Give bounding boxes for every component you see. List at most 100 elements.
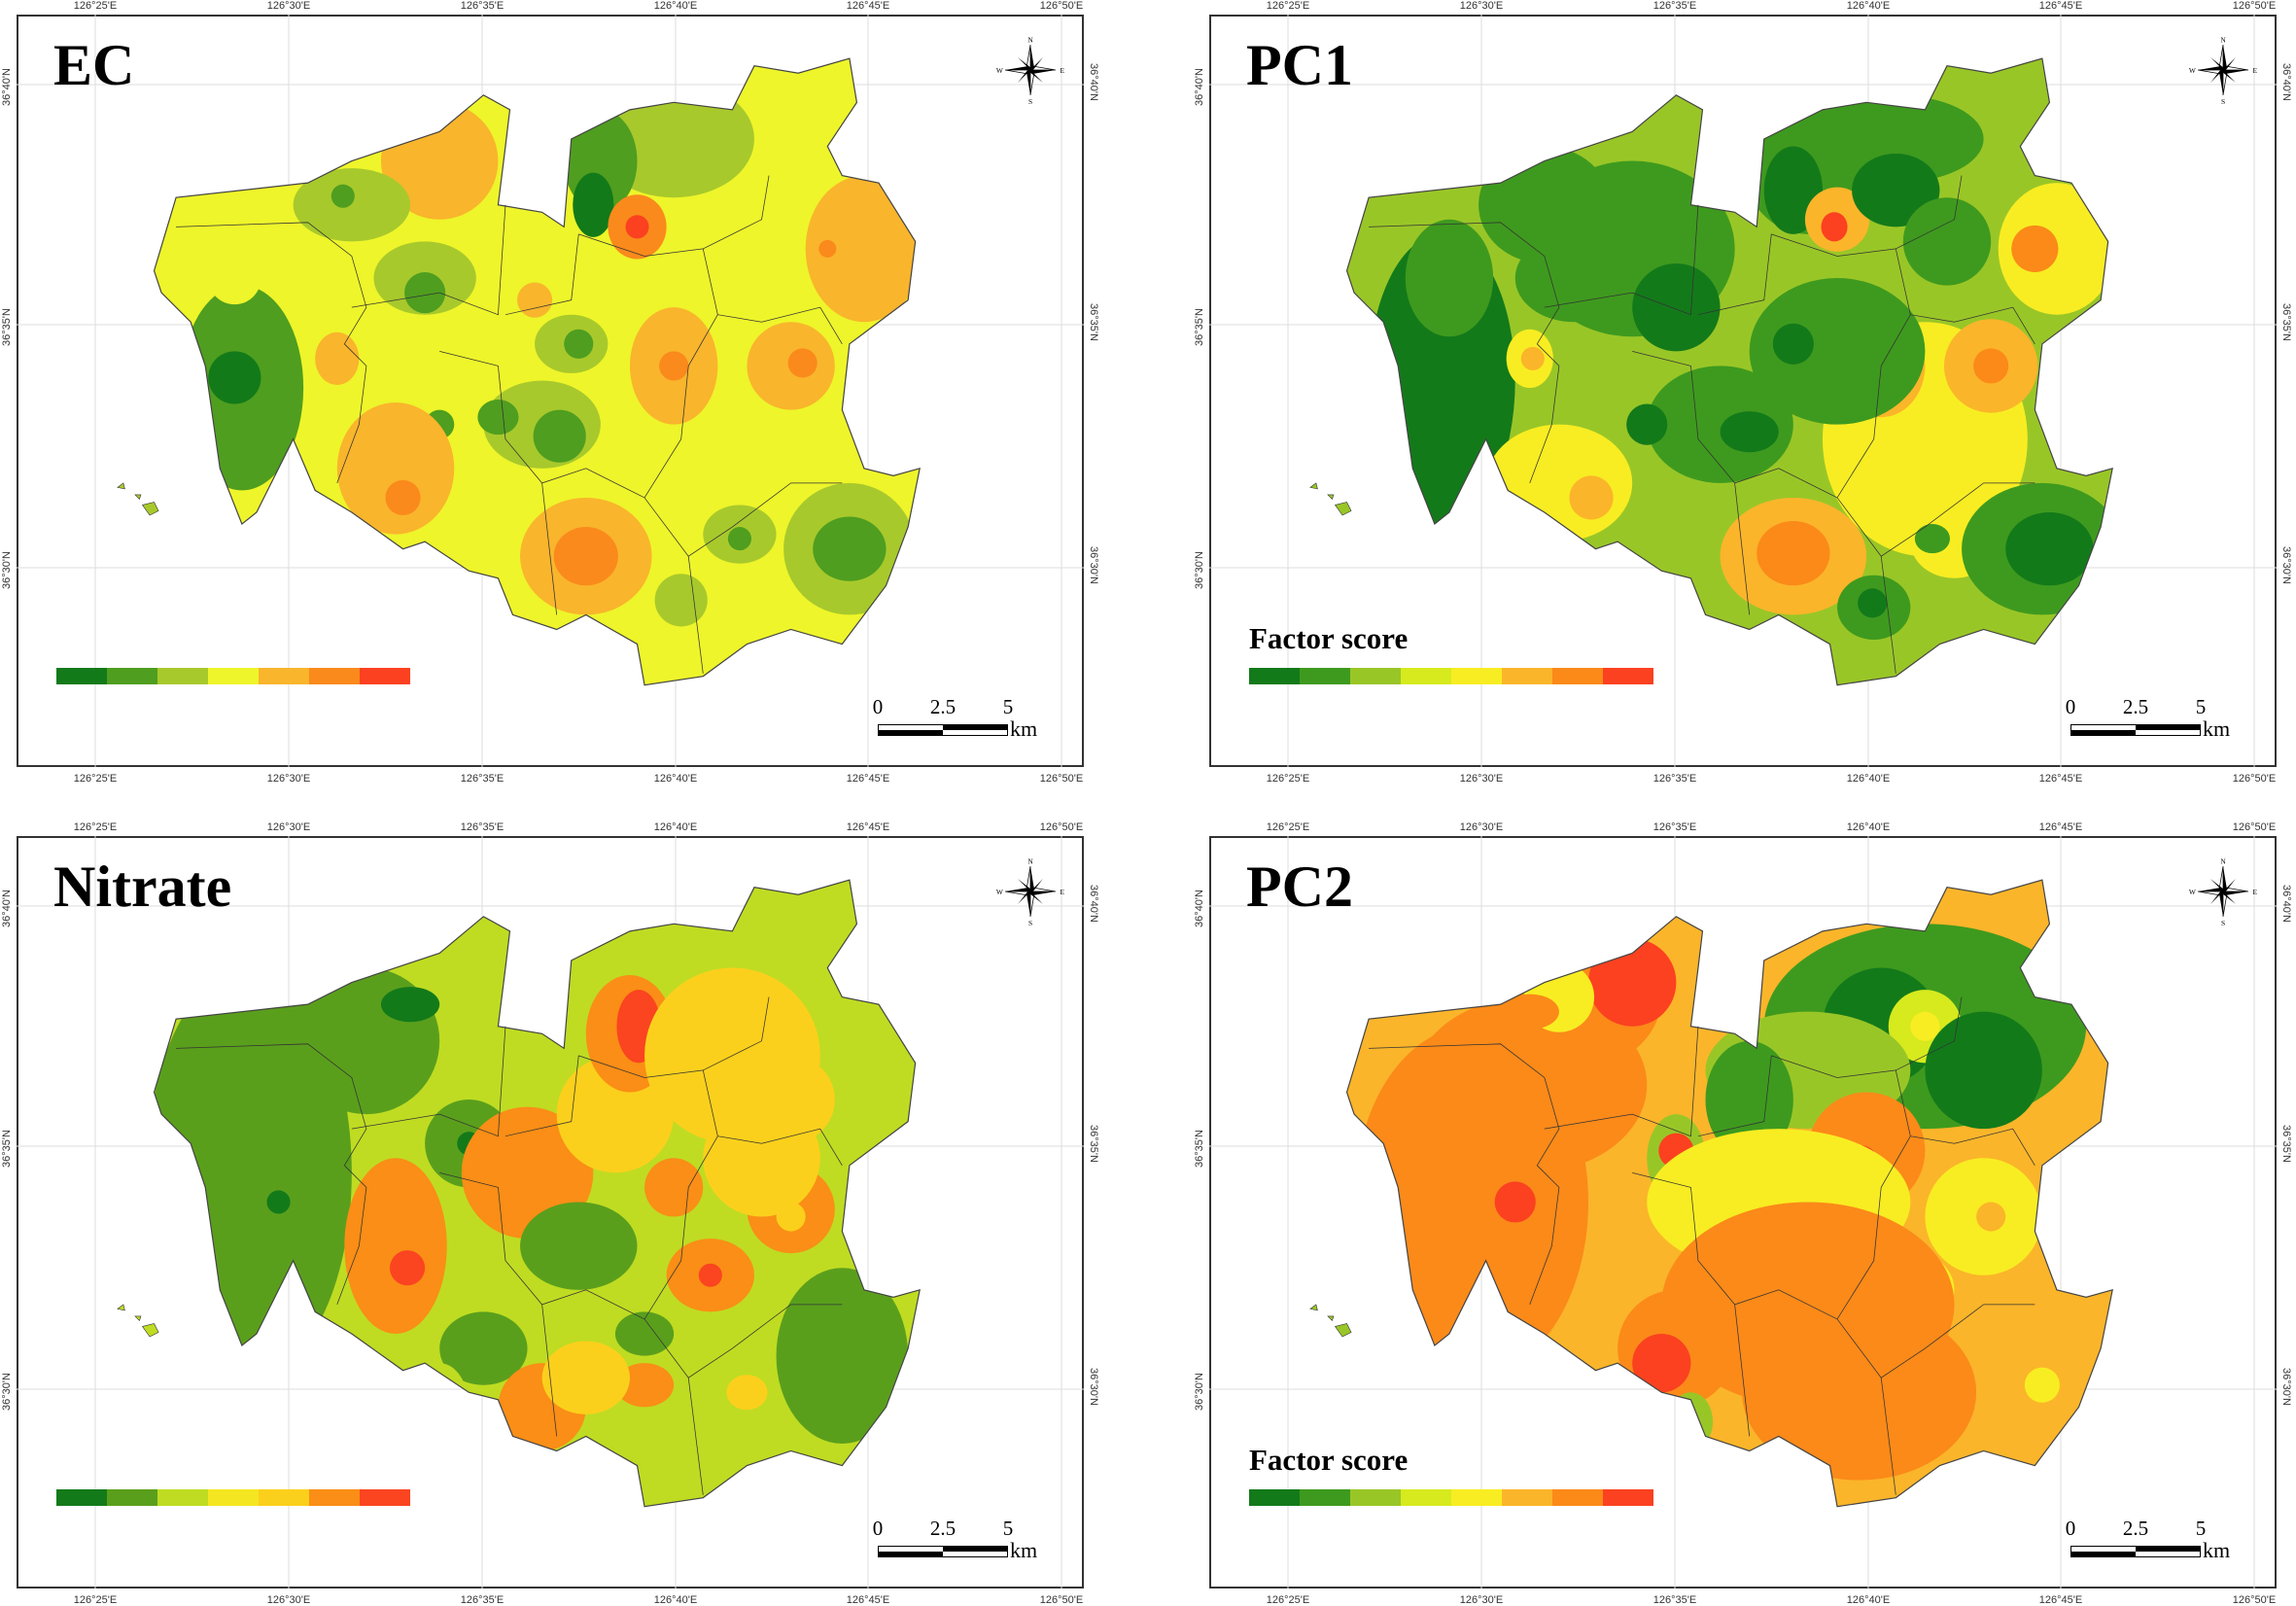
- lat-tick-left: 36°35'N: [1, 1130, 13, 1168]
- legend-swatch: [1350, 668, 1401, 684]
- legend-title: Factor score: [1249, 1443, 1409, 1477]
- contour-zone: [727, 527, 751, 551]
- lon-tick-top: 126°50'E: [1039, 0, 1084, 12]
- map-panel-pc1: PC1 N S E W Factor score 0 2.5 5 km 126°…: [1194, 0, 2292, 785]
- lon-tick-top: 126°50'E: [2232, 0, 2277, 12]
- study-area-boundary: [153, 879, 921, 1508]
- compass-s: S: [2221, 97, 2225, 106]
- contour-zone: [293, 168, 411, 242]
- scale-label: 5: [2195, 1517, 2207, 1540]
- compass-n: N: [1027, 856, 1033, 865]
- contour-zone: [1742, 1304, 1977, 1481]
- contour-zone: [787, 348, 818, 378]
- compass-rose-icon: N S E W: [996, 35, 1065, 106]
- scale-unit: km: [2203, 716, 2231, 741]
- district-boundary: [1734, 1304, 1751, 1437]
- contour-zone: [698, 1263, 722, 1287]
- contour-zone: [644, 1158, 704, 1217]
- district-boundary: [1734, 482, 1751, 615]
- lon-tick-bottom: 126°35'E: [460, 773, 504, 785]
- district-boundary: [504, 233, 579, 316]
- district-boundary: [1836, 482, 2035, 557]
- contour-zone: [703, 1100, 820, 1217]
- lon-tick-bottom: 126°50'E: [1039, 1594, 1084, 1606]
- contour-zone: [1772, 323, 1814, 365]
- district-boundary: [1880, 556, 1896, 674]
- lat-tick-left: 36°40'N: [1, 68, 13, 106]
- lon-tick-bottom: 126°40'E: [653, 1594, 698, 1606]
- district-boundary: [1895, 1069, 2035, 1167]
- lon-tick-bottom: 126°25'E: [1266, 1594, 1310, 1606]
- lon-tick-bottom: 126°35'E: [460, 1594, 504, 1606]
- lon-tick-bottom: 126°50'E: [1039, 773, 1084, 785]
- contour-zone: [1520, 346, 1545, 370]
- contour-zone: [1858, 588, 1888, 618]
- lon-tick-bottom: 126°40'E: [1846, 773, 1891, 785]
- contour-zone: [330, 184, 355, 208]
- district-boundary: [1369, 1043, 1560, 1167]
- lon-tick-bottom: 126°30'E: [266, 773, 311, 785]
- compass-e: E: [2253, 66, 2258, 75]
- study-area-boundary: [1345, 57, 2113, 686]
- lon-tick-bottom: 126°45'E: [2038, 773, 2083, 785]
- lat-tick-right: 36°35'N: [1088, 303, 1099, 341]
- district-boundary: [439, 1135, 718, 1320]
- contour-zone: [477, 400, 519, 436]
- contour-zone: [315, 332, 360, 385]
- lon-tick-bottom: 126°40'E: [1846, 1594, 1891, 1606]
- contour-zone: [1588, 938, 1677, 1027]
- contour-zone: [541, 1341, 630, 1414]
- legend-swatch: [208, 1489, 259, 1506]
- contour-zone: [208, 351, 261, 404]
- legend-swatch: [1603, 668, 1653, 684]
- compass-n: N: [1027, 35, 1033, 44]
- contour-zone: [1500, 994, 1559, 1030]
- contour-zone: [208, 251, 261, 305]
- contour-zone: [564, 329, 594, 359]
- contour-zone: [1749, 278, 1926, 425]
- scale-label: 5: [1002, 695, 1014, 718]
- district-boundary: [702, 248, 843, 345]
- lon-tick-top: 126°25'E: [1266, 0, 1310, 12]
- compass-n: N: [2220, 35, 2226, 44]
- compass-w: W: [2189, 66, 2196, 75]
- lat-tick-right: 36°35'N: [2280, 1125, 2292, 1163]
- contour-zone: [1705, 1040, 1793, 1159]
- compass-e: E: [2253, 888, 2258, 896]
- district-boundary: [1895, 248, 2035, 345]
- legend-title: Factor score: [1249, 621, 1409, 655]
- color-legend: [1249, 1489, 1653, 1506]
- contour-zone: [389, 1250, 426, 1286]
- lon-tick-bottom: 126°30'E: [1459, 773, 1504, 785]
- contour-zone: [336, 402, 455, 535]
- scale-bar: 0 2.5 5 km: [2066, 695, 2230, 744]
- lon-tick-top: 126°50'E: [1039, 821, 1084, 833]
- color-legend: [1249, 668, 1653, 684]
- legend-swatch: [56, 1489, 107, 1506]
- lon-tick-bottom: 126°35'E: [1652, 773, 1697, 785]
- scale-label: 0: [872, 695, 884, 718]
- lon-tick-top: 126°50'E: [2232, 821, 2277, 833]
- legend-swatch: [1502, 1489, 1552, 1506]
- contour-zone: [1757, 521, 1830, 586]
- legend-swatch: [107, 668, 157, 684]
- panel-title: EC: [53, 33, 135, 97]
- contour-zone: [1821, 212, 1848, 242]
- contour-zone: [818, 239, 837, 258]
- lat-tick-left: 36°40'N: [1194, 890, 1205, 927]
- legend-swatch: [1350, 1489, 1401, 1506]
- lon-tick-bottom: 126°40'E: [653, 773, 698, 785]
- compass-s: S: [1028, 97, 1032, 106]
- lon-tick-bottom: 126°25'E: [73, 773, 118, 785]
- district-boundary: [1369, 222, 1560, 345]
- contour-zone: [266, 1190, 291, 1214]
- islands: [1309, 482, 1352, 516]
- map-panel-ec: EC N S E W 0 2.5 5 km 126°25'E 126°25'E 12…: [1, 0, 1099, 785]
- contour-zone: [1852, 154, 1940, 227]
- color-legend: [56, 668, 410, 684]
- lon-tick-top: 126°45'E: [846, 0, 890, 12]
- scale-label: 2.5: [929, 1517, 957, 1540]
- district-boundary: [644, 1304, 843, 1379]
- district-boundary: [541, 482, 558, 615]
- legend-swatch: [1249, 668, 1300, 684]
